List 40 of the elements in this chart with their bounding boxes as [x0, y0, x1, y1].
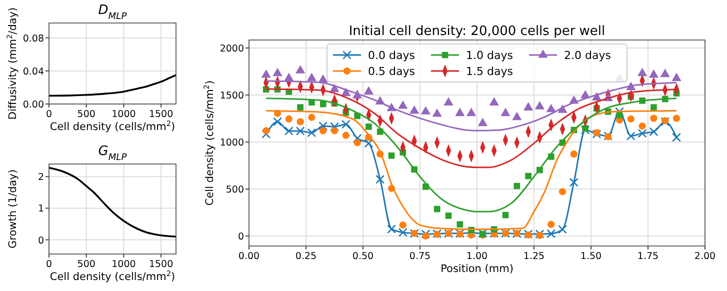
x-axis-title: Cell density (cells/mm$^{2}$) — [50, 268, 176, 283]
legend-label: 0.5 days — [368, 65, 416, 78]
x-tick-label: 0.25 — [295, 251, 317, 262]
legend-label: 0.0 days — [368, 49, 416, 62]
x-tick-label: 1.25 — [523, 251, 545, 262]
x-tick-label: 1500 — [148, 109, 174, 120]
x-tick-label: 500 — [77, 259, 96, 270]
x-tick-label: 1000 — [112, 109, 136, 120]
y-tick-label: 0 — [238, 232, 244, 243]
chart-title: G$_{MLP}$ — [98, 144, 128, 163]
x-axis-title: Cell density (cells/mm$^{2}$) — [50, 118, 176, 133]
x-tick-label: 1.50 — [580, 251, 602, 262]
x-tick-label: 0 — [46, 109, 52, 120]
y-tick-label: 0.04 — [22, 66, 44, 78]
chart-title: D$_{MLP}$ — [98, 3, 128, 22]
legend-label: 2.0 days — [564, 49, 612, 62]
x-axis-title: Position (mm) — [440, 263, 514, 275]
y-tick-label: 0.08 — [22, 33, 44, 44]
x-tick-label: 0.50 — [352, 251, 374, 262]
x-tick-label: 2.00 — [694, 251, 716, 262]
y-tick-label: 1500 — [220, 90, 244, 102]
x-tick-label: 0 — [46, 259, 52, 270]
x-tick-label: 1.75 — [637, 251, 659, 262]
x-tick-label: 500 — [77, 109, 96, 120]
y-tick-label: 2 — [38, 172, 44, 184]
x-tick-label: 1000 — [112, 259, 136, 270]
legend-label: 1.5 days — [466, 65, 514, 78]
y-tick-label: 2000 — [220, 43, 244, 54]
x-tick-label: 0.75 — [409, 251, 431, 262]
chart-title: Initial cell density: 20,000 cells per well — [348, 24, 606, 39]
y-axis-title: Growth (1/day) — [7, 169, 19, 249]
x-tick-label: 0.00 — [238, 251, 260, 262]
legend-label: 1.0 days — [466, 49, 514, 62]
x-tick-label: 1.00 — [466, 251, 488, 262]
y-tick-label: 1000 — [220, 138, 244, 149]
y-tick-label: 0 — [38, 235, 44, 246]
y-tick-label: 500 — [226, 184, 244, 196]
x-tick-label: 1500 — [148, 259, 174, 270]
y-tick-label: 1 — [38, 204, 44, 215]
y-tick-label: 0.00 — [22, 100, 44, 110]
